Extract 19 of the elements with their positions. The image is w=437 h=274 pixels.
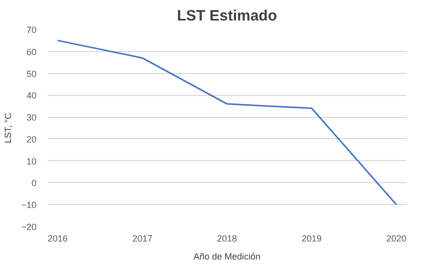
line-series — [56, 40, 398, 206]
y-tick-label: 20 — [26, 134, 37, 144]
chart-title: LST Estimado — [176, 8, 278, 24]
y-tick-label: 10 — [26, 156, 37, 166]
y-tick-label: −10 — [21, 200, 37, 210]
y-tick-label: 0 — [31, 178, 37, 188]
y-tick-label: −20 — [21, 222, 37, 232]
x-tick-label: 2016 — [48, 234, 68, 244]
x-axis-title: Año de Medición — [193, 252, 261, 262]
y-tick-label: 60 — [26, 46, 37, 57]
y-tick-label: 70 — [26, 25, 37, 35]
y-tick-label: 30 — [26, 112, 37, 123]
y-tick-label: 50 — [26, 68, 37, 79]
x-tick-label: 2019 — [302, 234, 322, 244]
x-tick-label: 2018 — [216, 234, 238, 244]
y-tick-label: 40 — [26, 90, 37, 101]
x-tick-label: 2020 — [386, 234, 406, 244]
x-tick-label: 2017 — [132, 234, 152, 244]
y-axis-title: LST, °C — [3, 112, 14, 144]
